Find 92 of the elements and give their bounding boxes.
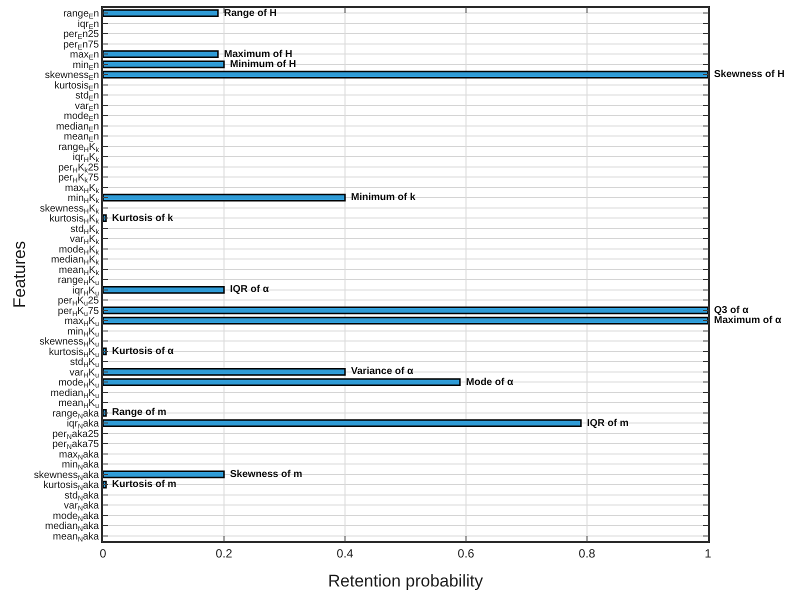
y-tick-label: per$_{E}$n25: [63, 29, 100, 42]
y-tick-label: skewness$_{N}$aka: [34, 470, 100, 482]
y-tick-label: std$_{H}$K$_{u}$: [70, 357, 100, 370]
y-tick-label: std$_{E}$n: [75, 90, 99, 103]
bar: [103, 470, 225, 478]
y-tick-label: per$_{N}$aka25: [52, 428, 100, 441]
y-tick-label: var$_{H}$K$_{u}$: [69, 367, 100, 380]
bar: [103, 70, 708, 78]
bar: [103, 378, 461, 386]
y-tick-label: var$_{N}$aka: [64, 500, 100, 513]
y-tick-label: median$_{E}$n: [56, 121, 99, 134]
y-tick-label: mean$_{N}$aka: [52, 531, 100, 544]
annotation: Skewness of H: [714, 69, 785, 80]
bar: [103, 419, 582, 427]
y-tick-label: std$_{H}$K$_{k}$: [70, 224, 100, 236]
y-tick-label: mode$_{H}$K$_{k}$: [58, 244, 100, 256]
annotation: Minimum of k: [351, 192, 416, 203]
bar: [103, 480, 107, 488]
annotation: Range of m: [112, 407, 167, 418]
y-tick-label: per$_{H}$K$_{u}$75: [58, 306, 100, 318]
y-tick-label: kurtosis$_{E}$n: [54, 80, 99, 92]
annotation: Maximum of H: [224, 49, 292, 60]
y-tick-label: mean$_{H}$K$_{k}$: [58, 264, 100, 277]
y-tick-label: kurtosis$_{H}$K$_{k}$: [49, 214, 100, 226]
y-tick-label: iqr$_{N}$aka: [66, 418, 100, 431]
annotation: Maximum of α: [714, 315, 782, 326]
x-tick-label: 0: [100, 546, 107, 560]
annotation: Kurtosis of k: [112, 213, 174, 224]
bar: [103, 194, 346, 202]
annotation: Range of H: [224, 8, 277, 19]
y-tick-label: max$_{N}$aka: [58, 449, 100, 462]
y-tick-label: median$_{N}$aka: [45, 521, 100, 534]
annotation: IQR of m: [587, 418, 629, 429]
y-tick-label: range$_{H}$K$_{u}$: [58, 275, 100, 288]
y-tick-label: var$_{H}$K$_{k}$: [70, 234, 100, 246]
y-tick-label: range$_{H}$K$_{k}$: [58, 142, 100, 154]
y-tick-label: min$_{N}$aka: [62, 460, 100, 472]
annotation: IQR of α: [230, 284, 270, 295]
y-tick-label: var$_{E}$n: [74, 100, 99, 113]
y-tick-label: iqr$_{E}$n: [78, 18, 99, 31]
annotation: Skewness of m: [230, 469, 302, 480]
y-tick-label: kurtosis$_{N}$aka: [43, 480, 100, 492]
y-tick-label: skewness$_{H}$K$_{k}$: [40, 203, 100, 216]
y-axis-title: Features: [10, 240, 29, 308]
y-tick-label: skewness$_{H}$K$_{u}$: [39, 336, 100, 349]
y-tick-label: max$_{E}$n: [70, 50, 99, 62]
y-tick-label: median$_{H}$K$_{u}$: [50, 388, 100, 400]
bar: [103, 348, 107, 356]
y-tick-label: kurtosis$_{H}$K$_{u}$: [48, 346, 100, 359]
y-tick-label: std$_{N}$aka: [64, 490, 100, 502]
y-tick-label: min$_{H}$K$_{u}$: [67, 326, 100, 338]
y-tick-label: range$_{E}$n: [63, 8, 99, 21]
x-tick-label: 0.6: [458, 546, 475, 560]
x-tick-label: 0.2: [216, 546, 233, 560]
annotation: Variance of α: [351, 366, 414, 377]
y-tick-label: mean$_{E}$n: [64, 132, 99, 144]
y-tick-label: min$_{E}$n: [72, 60, 99, 72]
bar: [103, 286, 225, 294]
y-tick-label: mode$_{E}$n: [64, 111, 99, 124]
y-tick-label: skewness$_{E}$n: [44, 70, 99, 82]
x-tick-label: 0.4: [336, 546, 354, 560]
x-tick-label: 0.8: [578, 546, 596, 560]
y-tick-label: range$_{N}$aka: [52, 408, 100, 420]
annotation: Kurtosis of α: [112, 346, 175, 357]
y-tick-label: per$_{H}$K$_{u}$25: [58, 296, 100, 308]
annotation: Q3 of α: [714, 305, 750, 316]
bar: [103, 306, 708, 314]
bar: [103, 60, 225, 68]
y-tick-label: per$_{H}$K$_{k}$75: [58, 172, 100, 185]
x-tick-label: 1: [704, 546, 712, 560]
bar: [103, 368, 346, 376]
bar: [103, 409, 107, 417]
y-tick-label: max$_{H}$K$_{u}$: [64, 316, 100, 328]
y-tick-label: max$_{H}$K$_{k}$: [64, 182, 100, 195]
annotation: Mode of α: [466, 377, 514, 388]
y-tick-label: iqr$_{H}$K$_{u}$: [72, 285, 100, 298]
x-axis-title: Retention probability: [328, 571, 484, 590]
y-tick-label: median$_{H}$K$_{k}$: [50, 254, 100, 267]
y-tick-label: min$_{H}$K$_{k}$: [68, 193, 100, 206]
y-tick-label: iqr$_{H}$K$_{k}$: [72, 152, 100, 164]
bar: [103, 50, 219, 58]
annotation: Kurtosis of m: [112, 479, 177, 490]
bar: [103, 9, 219, 17]
bar: [103, 214, 107, 222]
y-tick-label: per$_{E}$n75: [63, 39, 100, 52]
bar: [103, 316, 708, 324]
y-tick-label: per$_{H}$K$_{k}$25: [58, 162, 100, 174]
annotation: Minimum of H: [230, 59, 296, 70]
y-tick-label: mode$_{N}$aka: [52, 510, 100, 523]
y-tick-label: per$_{N}$aka75: [52, 439, 100, 452]
y-tick-label: mean$_{H}$K$_{u}$: [58, 398, 100, 410]
y-tick-label: mode$_{H}$K$_{u}$: [58, 378, 100, 390]
